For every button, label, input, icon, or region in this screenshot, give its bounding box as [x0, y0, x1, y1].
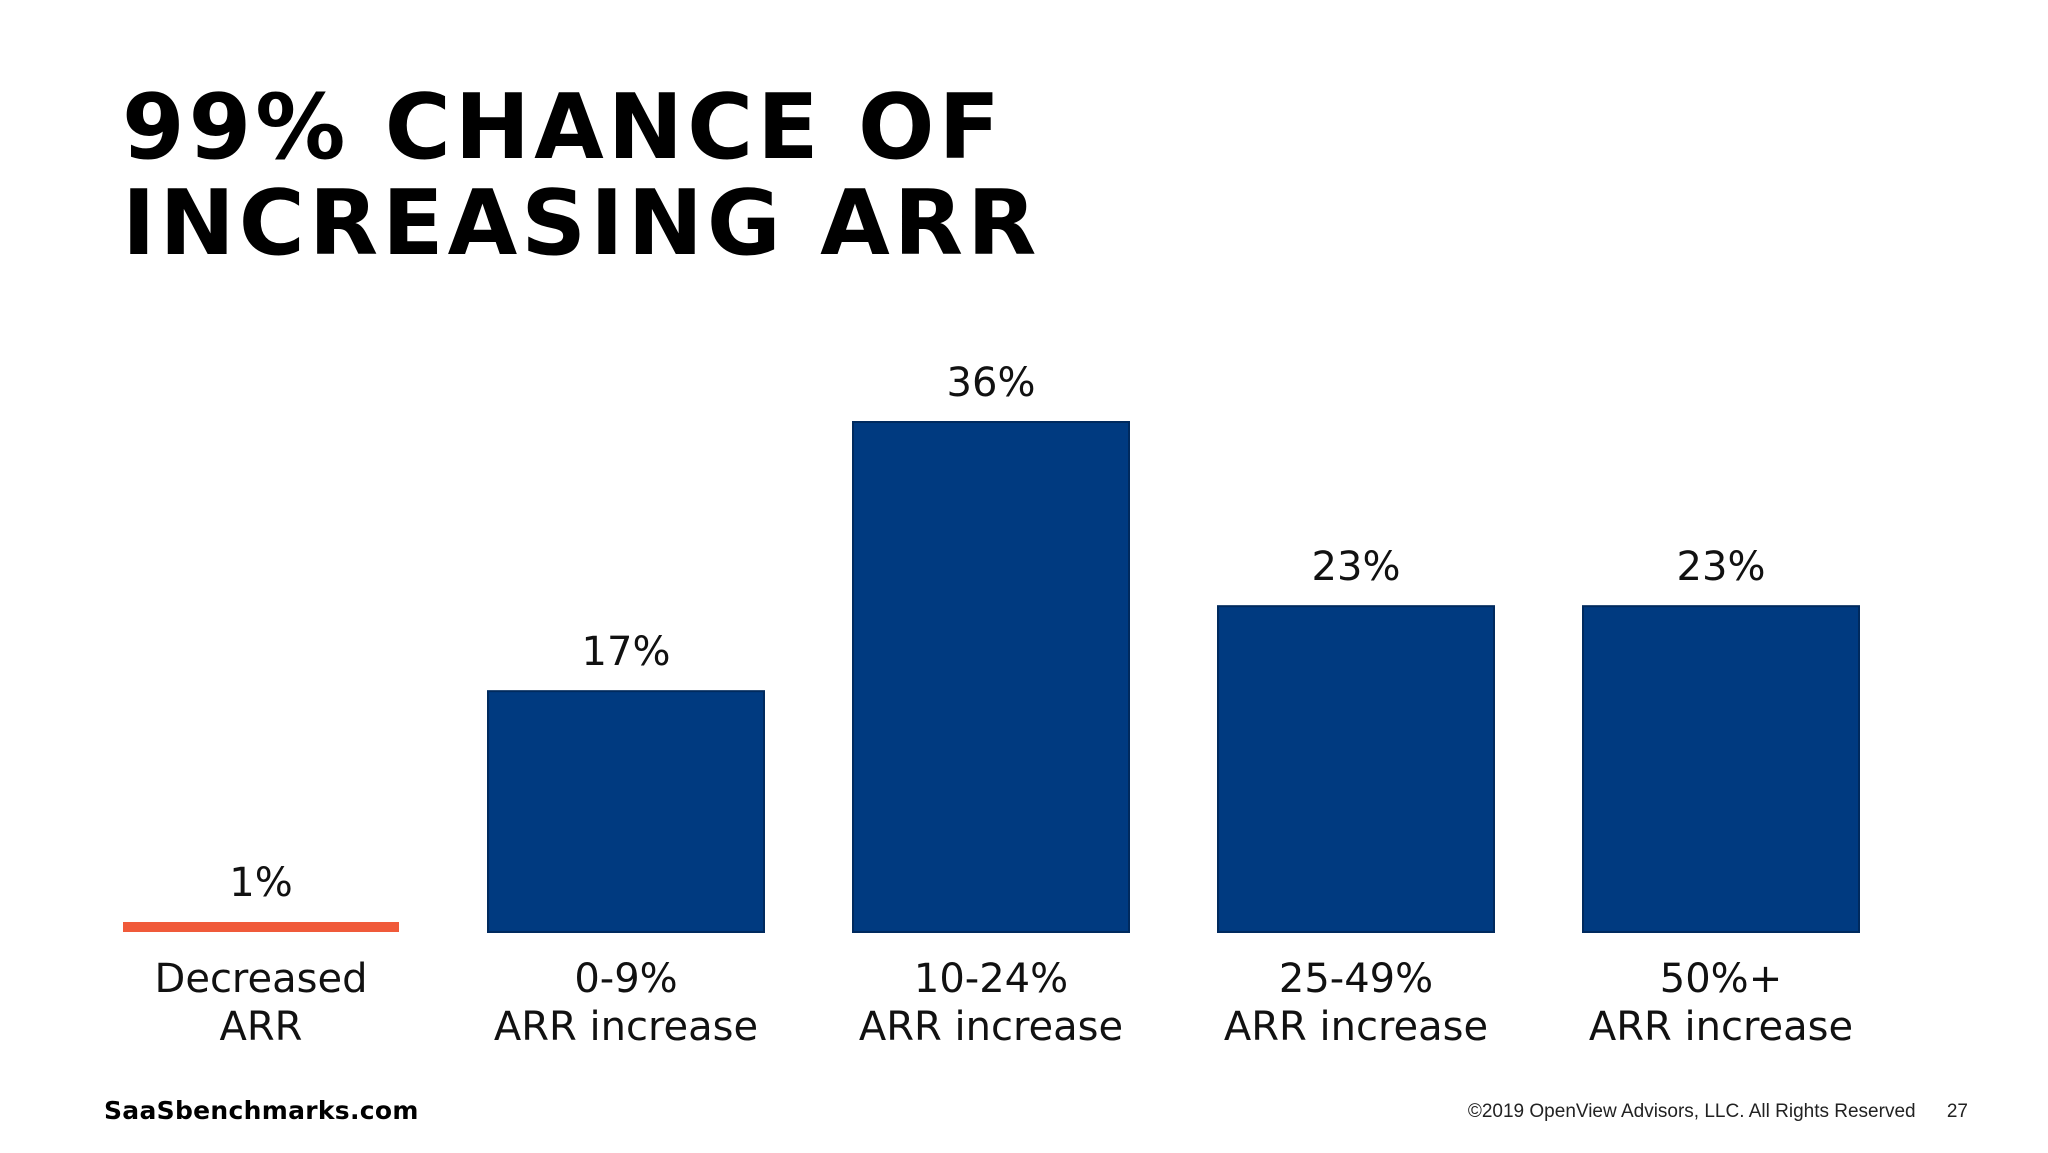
title-line-2: INCREASING ARR: [122, 171, 1041, 276]
bar-0: [123, 922, 399, 932]
category-label-3-line-0: 25-49%: [1279, 956, 1433, 1002]
category-label-1-line-0: 0-9%: [574, 956, 677, 1002]
page-number: 27: [1946, 1101, 1968, 1122]
data-label-2: 36%: [947, 360, 1036, 406]
data-label-0: 1%: [229, 860, 292, 906]
title-line-1: 99% CHANCE OF: [122, 75, 1004, 180]
bar-1: [487, 690, 765, 934]
data-label-1: 17%: [582, 629, 671, 675]
footer-copyright: ©2019 OpenView Advisors, LLC. All Rights…: [1467, 1101, 1916, 1122]
bar-2: [852, 421, 1130, 933]
category-label-0-line-0: Decreased: [155, 956, 368, 1002]
footer-site: SaaSbenchmarks.com: [104, 1096, 419, 1125]
data-label-3: 23%: [1312, 544, 1401, 590]
page-title: 99% CHANCE OF INCREASING ARR: [122, 80, 1040, 272]
category-label-2-line-1: ARR increase: [859, 1004, 1123, 1050]
category-label-3-line-1: ARR increase: [1224, 1004, 1488, 1050]
category-label-4-line-0: 50%+: [1660, 956, 1782, 1002]
category-label-1-line-1: ARR increase: [494, 1004, 758, 1050]
category-label-4-line-1: ARR increase: [1589, 1004, 1853, 1050]
data-label-4: 23%: [1677, 544, 1766, 590]
category-label-0-line-1: ARR: [220, 1004, 303, 1050]
bar-4: [1582, 605, 1860, 934]
bar-3: [1217, 605, 1495, 934]
category-label-2-line-0: 10-24%: [914, 956, 1068, 1002]
footer-copyright-block: ©2019 OpenView Advisors, LLC. All Rights…: [1468, 1101, 1968, 1123]
